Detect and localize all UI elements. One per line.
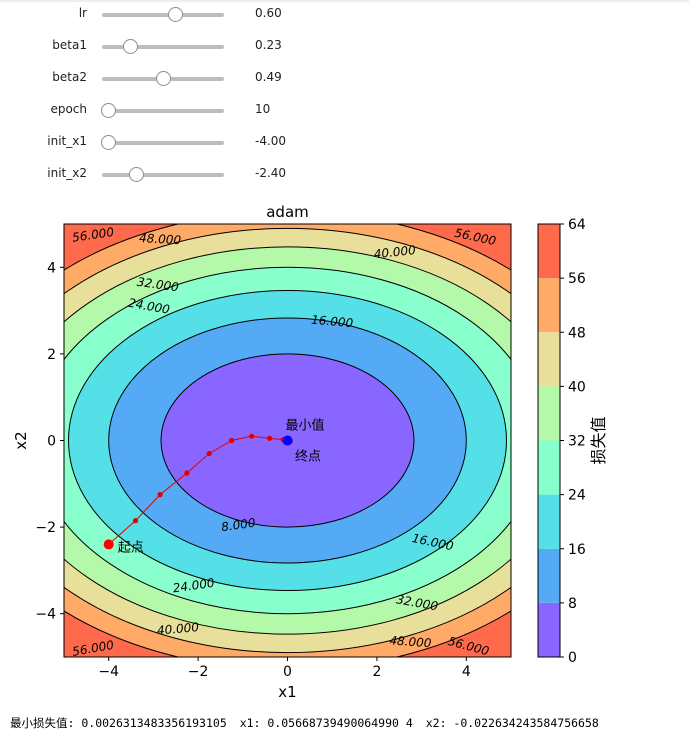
y-axis-label: x2	[12, 431, 30, 449]
x-tick-label: −2	[188, 664, 209, 680]
contour-label: 48.000	[389, 633, 432, 650]
slider-value: -4.00	[255, 134, 287, 148]
colorbar-tick-label: 16	[568, 542, 586, 558]
y-tick-label: 4	[47, 260, 56, 276]
x-tick-label: 2	[372, 664, 381, 680]
contour-label: 24.000	[172, 576, 216, 596]
path-point	[132, 518, 139, 524]
beta1-slider[interactable]	[102, 39, 224, 54]
y-tick-label: 0	[47, 434, 56, 450]
y-tick-label: −2	[35, 520, 56, 536]
x-axis-label: x1	[278, 683, 296, 701]
path-point	[267, 435, 273, 441]
colorbar-segment	[538, 332, 560, 387]
epoch-slider[interactable]	[101, 103, 224, 118]
contour-line	[160, 353, 415, 528]
slider-value: -2.40	[255, 166, 287, 180]
path-point	[229, 437, 235, 444]
slider-row-init-x1: init_x1 -4.00	[0, 128, 400, 160]
slider-handle[interactable]	[168, 7, 184, 22]
contour-fill-group: 8.00016.00016.00024.00024.00032.00032.00…	[64, 224, 511, 659]
slider-value: 0.60	[255, 6, 282, 20]
contour-label: 40.000	[373, 243, 417, 261]
beta2-slider[interactable]	[102, 71, 224, 86]
colorbar-label: 损失值	[589, 416, 608, 464]
slider-row-epoch: epoch 10	[0, 96, 400, 128]
contour-label: 48.000	[139, 231, 182, 247]
slider-row-init-x2: init_x2 -2.40	[0, 160, 400, 192]
contour-label: 16.000	[311, 313, 354, 331]
x1-result-text: x1: 0.05668739490064990 4	[239, 716, 413, 730]
colorbar-segment	[538, 602, 560, 657]
start-point	[103, 539, 114, 550]
path-point	[157, 492, 163, 498]
contour-label: 8.000	[220, 516, 256, 535]
x-tick-label: 0	[283, 664, 292, 680]
slider-handle[interactable]	[156, 71, 171, 86]
slider-label: lr	[78, 6, 87, 20]
x-tick-label: −4	[98, 664, 119, 680]
top-border	[0, 0, 689, 2]
contour-line	[108, 317, 467, 564]
slider-row-lr: lr 0.60	[0, 0, 400, 32]
slider-handle[interactable]	[123, 39, 139, 54]
contour-label: 40.000	[156, 620, 199, 638]
colorbar-tick-label: 40	[568, 379, 586, 395]
slider-label: init_x1	[47, 134, 87, 148]
contour-line	[68, 290, 507, 591]
contour-chart: 8.00016.00016.00024.00024.00032.00032.00…	[12, 203, 608, 701]
contour-line	[64, 227, 511, 654]
result-readout: 最小损失值: 0.0026313483356193105 x1: 0.05668…	[10, 715, 605, 731]
colorbar-tick-label: 24	[568, 488, 586, 504]
slider-handle[interactable]	[129, 167, 145, 182]
colorbar-tick-label: 32	[568, 434, 586, 450]
end-label: 终点	[295, 448, 321, 464]
contour-label: 32.000	[136, 275, 180, 295]
y-tick-label: −4	[35, 607, 56, 623]
colorbar-segment	[538, 278, 560, 333]
path-point	[249, 433, 255, 439]
colorbar-segment	[538, 494, 560, 549]
lr-slider[interactable]	[102, 7, 224, 22]
slider-value: 0.23	[255, 38, 282, 52]
slider-handle[interactable]	[101, 103, 117, 118]
slider-value: 0.49	[255, 70, 282, 84]
colorbar-tick-label: 0	[568, 650, 577, 666]
slider-label: init_x2	[47, 166, 87, 180]
controls-panel: lr 0.60 beta1 0.23 beta2 0.49 epoch 10 init_x1 -4…	[0, 0, 689, 200]
colorbar-segment	[538, 224, 560, 279]
contour-label: 56.000	[71, 638, 115, 659]
contour-label: 56.000	[71, 225, 115, 245]
colorbar-tick-label: 48	[568, 325, 586, 341]
slider-row-beta2: beta2 0.49	[0, 64, 400, 96]
optimizer-path-line	[108, 435, 291, 545]
slider-label: epoch	[50, 102, 87, 116]
slider-label: beta2	[52, 70, 87, 84]
min-loss-text: 最小损失值: 0.0026313483356193105	[10, 716, 227, 730]
init-x1-slider[interactable]	[101, 135, 224, 150]
x2-result-text: x2: -0.022634243584756658	[425, 716, 599, 730]
slider-row-beta1: beta1 0.23	[0, 32, 400, 64]
path-point	[206, 450, 212, 457]
colorbar-segment	[538, 386, 560, 441]
init-x2-slider[interactable]	[102, 167, 224, 182]
slider-label: beta1	[52, 38, 87, 52]
minimum-point	[282, 435, 293, 446]
colorbar-segment	[538, 548, 560, 603]
colorbar-tick-label: 8	[568, 596, 577, 612]
path-point	[184, 470, 190, 476]
chart-title: adam	[266, 203, 309, 221]
colorbar-segment	[538, 440, 560, 495]
start-label: 起点	[118, 540, 144, 555]
contour-line	[64, 266, 511, 615]
y-tick-label: 2	[47, 347, 56, 363]
x-tick-label: 4	[462, 664, 471, 680]
contour-line	[64, 246, 511, 635]
slider-handle[interactable]	[101, 135, 117, 150]
slider-value: 10	[255, 102, 271, 116]
minimum-label: 最小值	[286, 418, 325, 434]
colorbar-tick-label: 56	[568, 271, 586, 287]
colorbar-tick-label: 64	[568, 217, 586, 233]
